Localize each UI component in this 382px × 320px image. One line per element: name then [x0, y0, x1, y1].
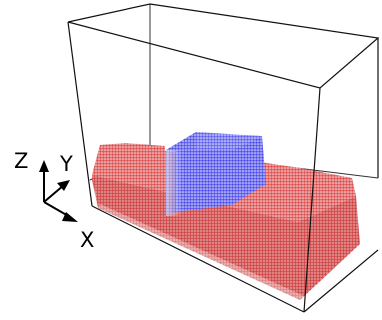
simulation-box-front-edges [67, 3, 380, 313]
axis-triad [39, 160, 78, 222]
y-axis-arrow [43, 184, 65, 203]
z-arrow-head [39, 160, 49, 172]
x-arrow-head [62, 212, 78, 222]
x-axis-label: X [80, 228, 94, 252]
blue-block [166, 132, 266, 216]
z-axis-label: Z [14, 149, 28, 173]
y-axis-label: Y [59, 152, 73, 176]
y-arrow-head [57, 180, 70, 191]
